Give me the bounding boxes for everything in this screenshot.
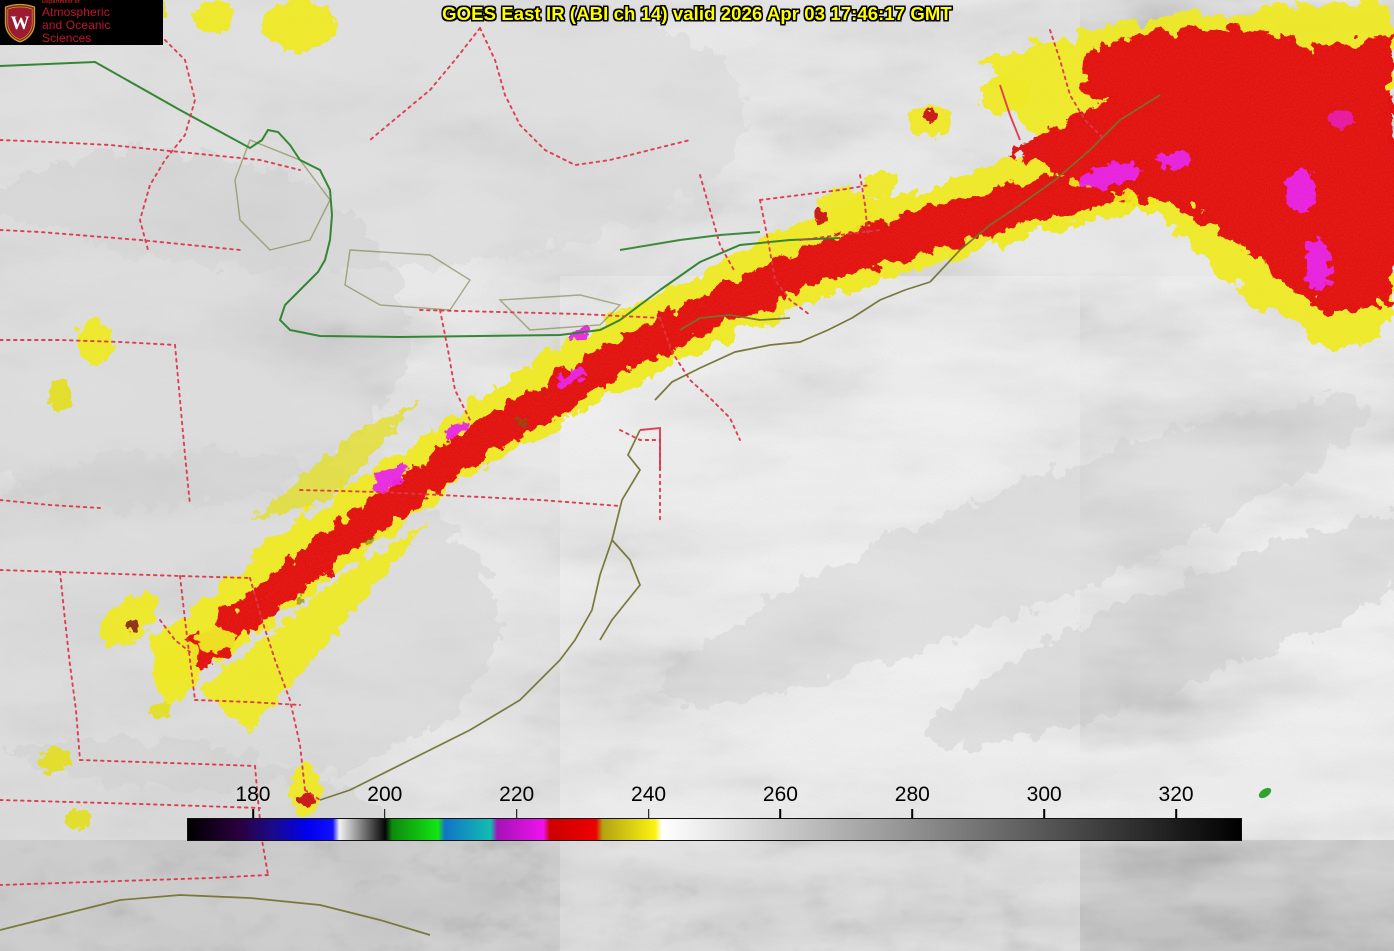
colorbar-gradient-bar bbox=[187, 818, 1242, 841]
colorbar-tick-240 bbox=[647, 809, 650, 818]
colorbar-label-300: 300 bbox=[1026, 783, 1062, 806]
colorbar-tick-labels: 180 200 220 240 260 280 300 320 bbox=[187, 783, 1242, 809]
colorbar-label-240: 240 bbox=[631, 783, 667, 806]
logo-department-line: Department of bbox=[42, 0, 80, 5]
colorbar-label-180: 180 bbox=[235, 783, 271, 806]
colorbar-tick-180 bbox=[252, 809, 254, 818]
uw-aos-logo-panel: W Department of Atmospheric and Oceanic … bbox=[0, 0, 163, 45]
colorbar-tick-320 bbox=[1175, 809, 1177, 818]
colorbar-tick-200 bbox=[384, 809, 386, 818]
uw-crest-icon: W bbox=[3, 3, 37, 43]
colorbar-tick-300 bbox=[1043, 809, 1045, 818]
colorbar-tick-marks bbox=[187, 809, 1242, 818]
colorbar-label-280: 280 bbox=[894, 783, 930, 806]
colorbar-label-220: 220 bbox=[499, 783, 535, 806]
colorbar-label-200: 200 bbox=[367, 783, 403, 806]
logo-line-oceanic-sciences: and Oceanic Sciences bbox=[42, 18, 111, 46]
colorbar-label-320: 320 bbox=[1158, 783, 1194, 806]
colorbar-gradient-fill bbox=[188, 819, 1241, 840]
colorbar-label-260: 260 bbox=[762, 783, 798, 806]
colorbar-tick-280 bbox=[911, 809, 914, 818]
colorbar-tick-260 bbox=[779, 809, 782, 818]
logo-line-atmospheric: Atmospheric bbox=[42, 5, 110, 20]
temperature-colorbar: 180 200 220 240 260 280 300 320 bbox=[187, 783, 1242, 841]
svg-text:W: W bbox=[11, 13, 30, 34]
colorbar-tick-220 bbox=[515, 809, 518, 818]
